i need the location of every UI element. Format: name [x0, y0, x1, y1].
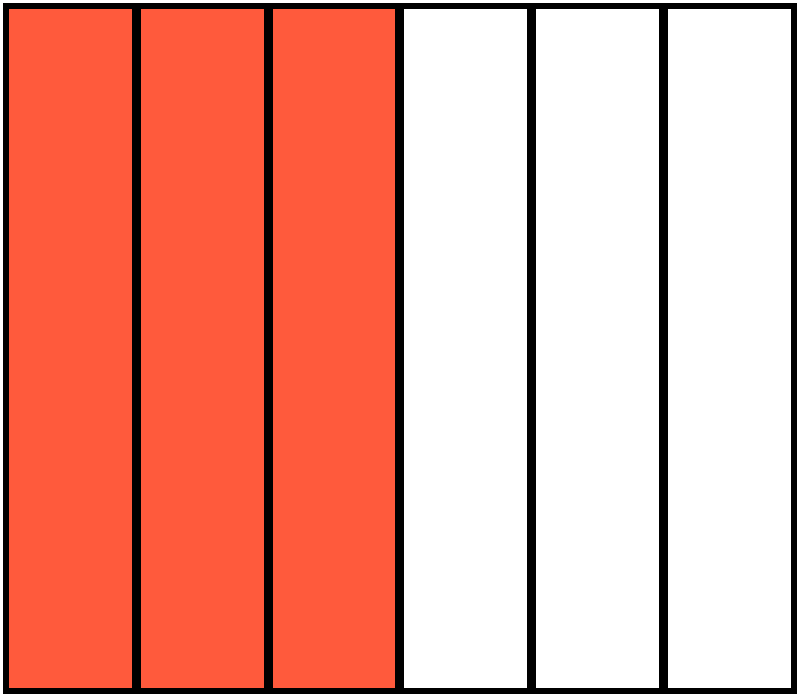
- shaded-cell: [272, 9, 396, 688]
- fraction-bar: [3, 3, 797, 694]
- unshaded-cell: [668, 9, 791, 688]
- shaded-cell: [140, 9, 264, 688]
- shaded-cell: [9, 9, 132, 688]
- unshaded-cell: [536, 9, 660, 688]
- unshaded-cell: [404, 9, 528, 688]
